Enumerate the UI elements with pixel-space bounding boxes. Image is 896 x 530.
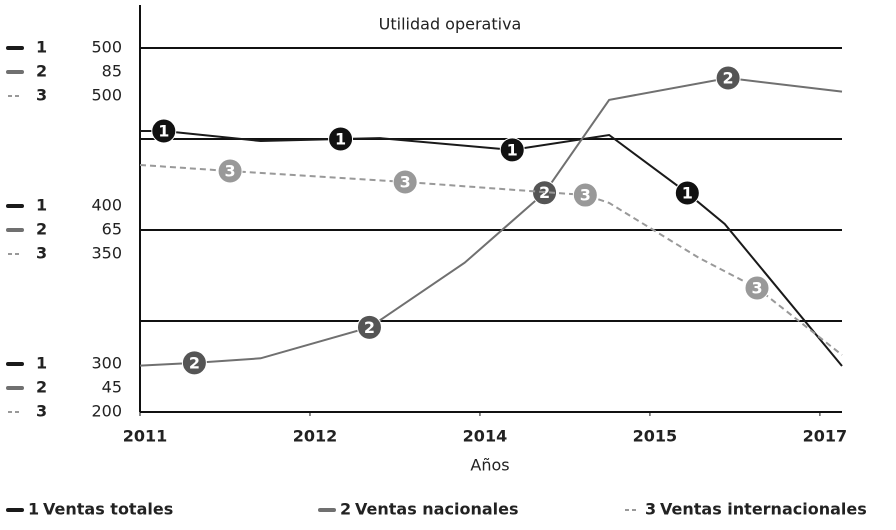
x-tick-label: 2011 [123,427,168,446]
series-marker [356,314,382,340]
legend-id: 2 [340,500,351,519]
series-marker [744,275,770,301]
x-tick-label: 2015 [633,427,678,446]
y-series-id: 3 [36,86,47,105]
y-tick-label: 300 [91,354,122,373]
series-marker [151,118,177,144]
series-line [139,77,843,367]
marker-label: 3 [751,278,762,297]
y-tick-label: 85 [102,62,122,81]
y-tick-label: 500 [91,38,122,57]
series-marker [328,126,354,152]
y-tick-label: 400 [91,196,122,215]
legend-label: Ventas nacionales [355,500,518,519]
y-series-id: 2 [36,220,47,239]
marker-label: 1 [158,121,169,140]
y-tick-label: 350 [91,244,122,263]
series-marker [572,182,598,208]
x-tick-label: 2014 [463,427,508,446]
y-series-id: 1 [36,354,47,373]
chart-title: Utilidad operativa [379,15,522,34]
y-tick-label: 65 [102,220,122,239]
y-series-id: 3 [36,244,47,263]
marker-label: 3 [225,162,236,181]
series-marker [217,158,243,184]
x-tick-label: 2017 [803,427,848,446]
series-marker [181,350,207,376]
marker-label: 1 [682,184,693,203]
y-tick-label: 200 [91,402,122,421]
marker-label: 1 [507,140,518,159]
series-line [140,129,843,367]
marker-label: 2 [189,353,200,372]
marker-label: 2 [723,69,734,88]
y-series-id: 1 [36,196,47,215]
x-tick-label: 2012 [293,427,338,446]
series-line [139,163,843,356]
series-marker [392,169,418,195]
marker-label: 2 [364,318,375,337]
y-series-id: 3 [36,402,47,421]
y-tick-label: 45 [102,378,122,397]
y-tick-label: 500 [91,86,122,105]
legend-id: 1 [28,500,39,519]
legend-label: Ventas internacionales [660,500,867,519]
legend-label: Ventas totales [43,500,173,519]
series-marker [715,65,741,91]
y-series-id: 2 [36,62,47,81]
series-marker [674,180,700,206]
x-axis-label: Años [470,456,509,475]
marker-label: 3 [580,186,591,205]
y-series-id: 1 [36,38,47,57]
legend-id: 3 [645,500,656,519]
series-marker [499,137,525,163]
marker-label: 1 [335,130,346,149]
y-series-id: 2 [36,378,47,397]
marker-label: 3 [400,172,411,191]
